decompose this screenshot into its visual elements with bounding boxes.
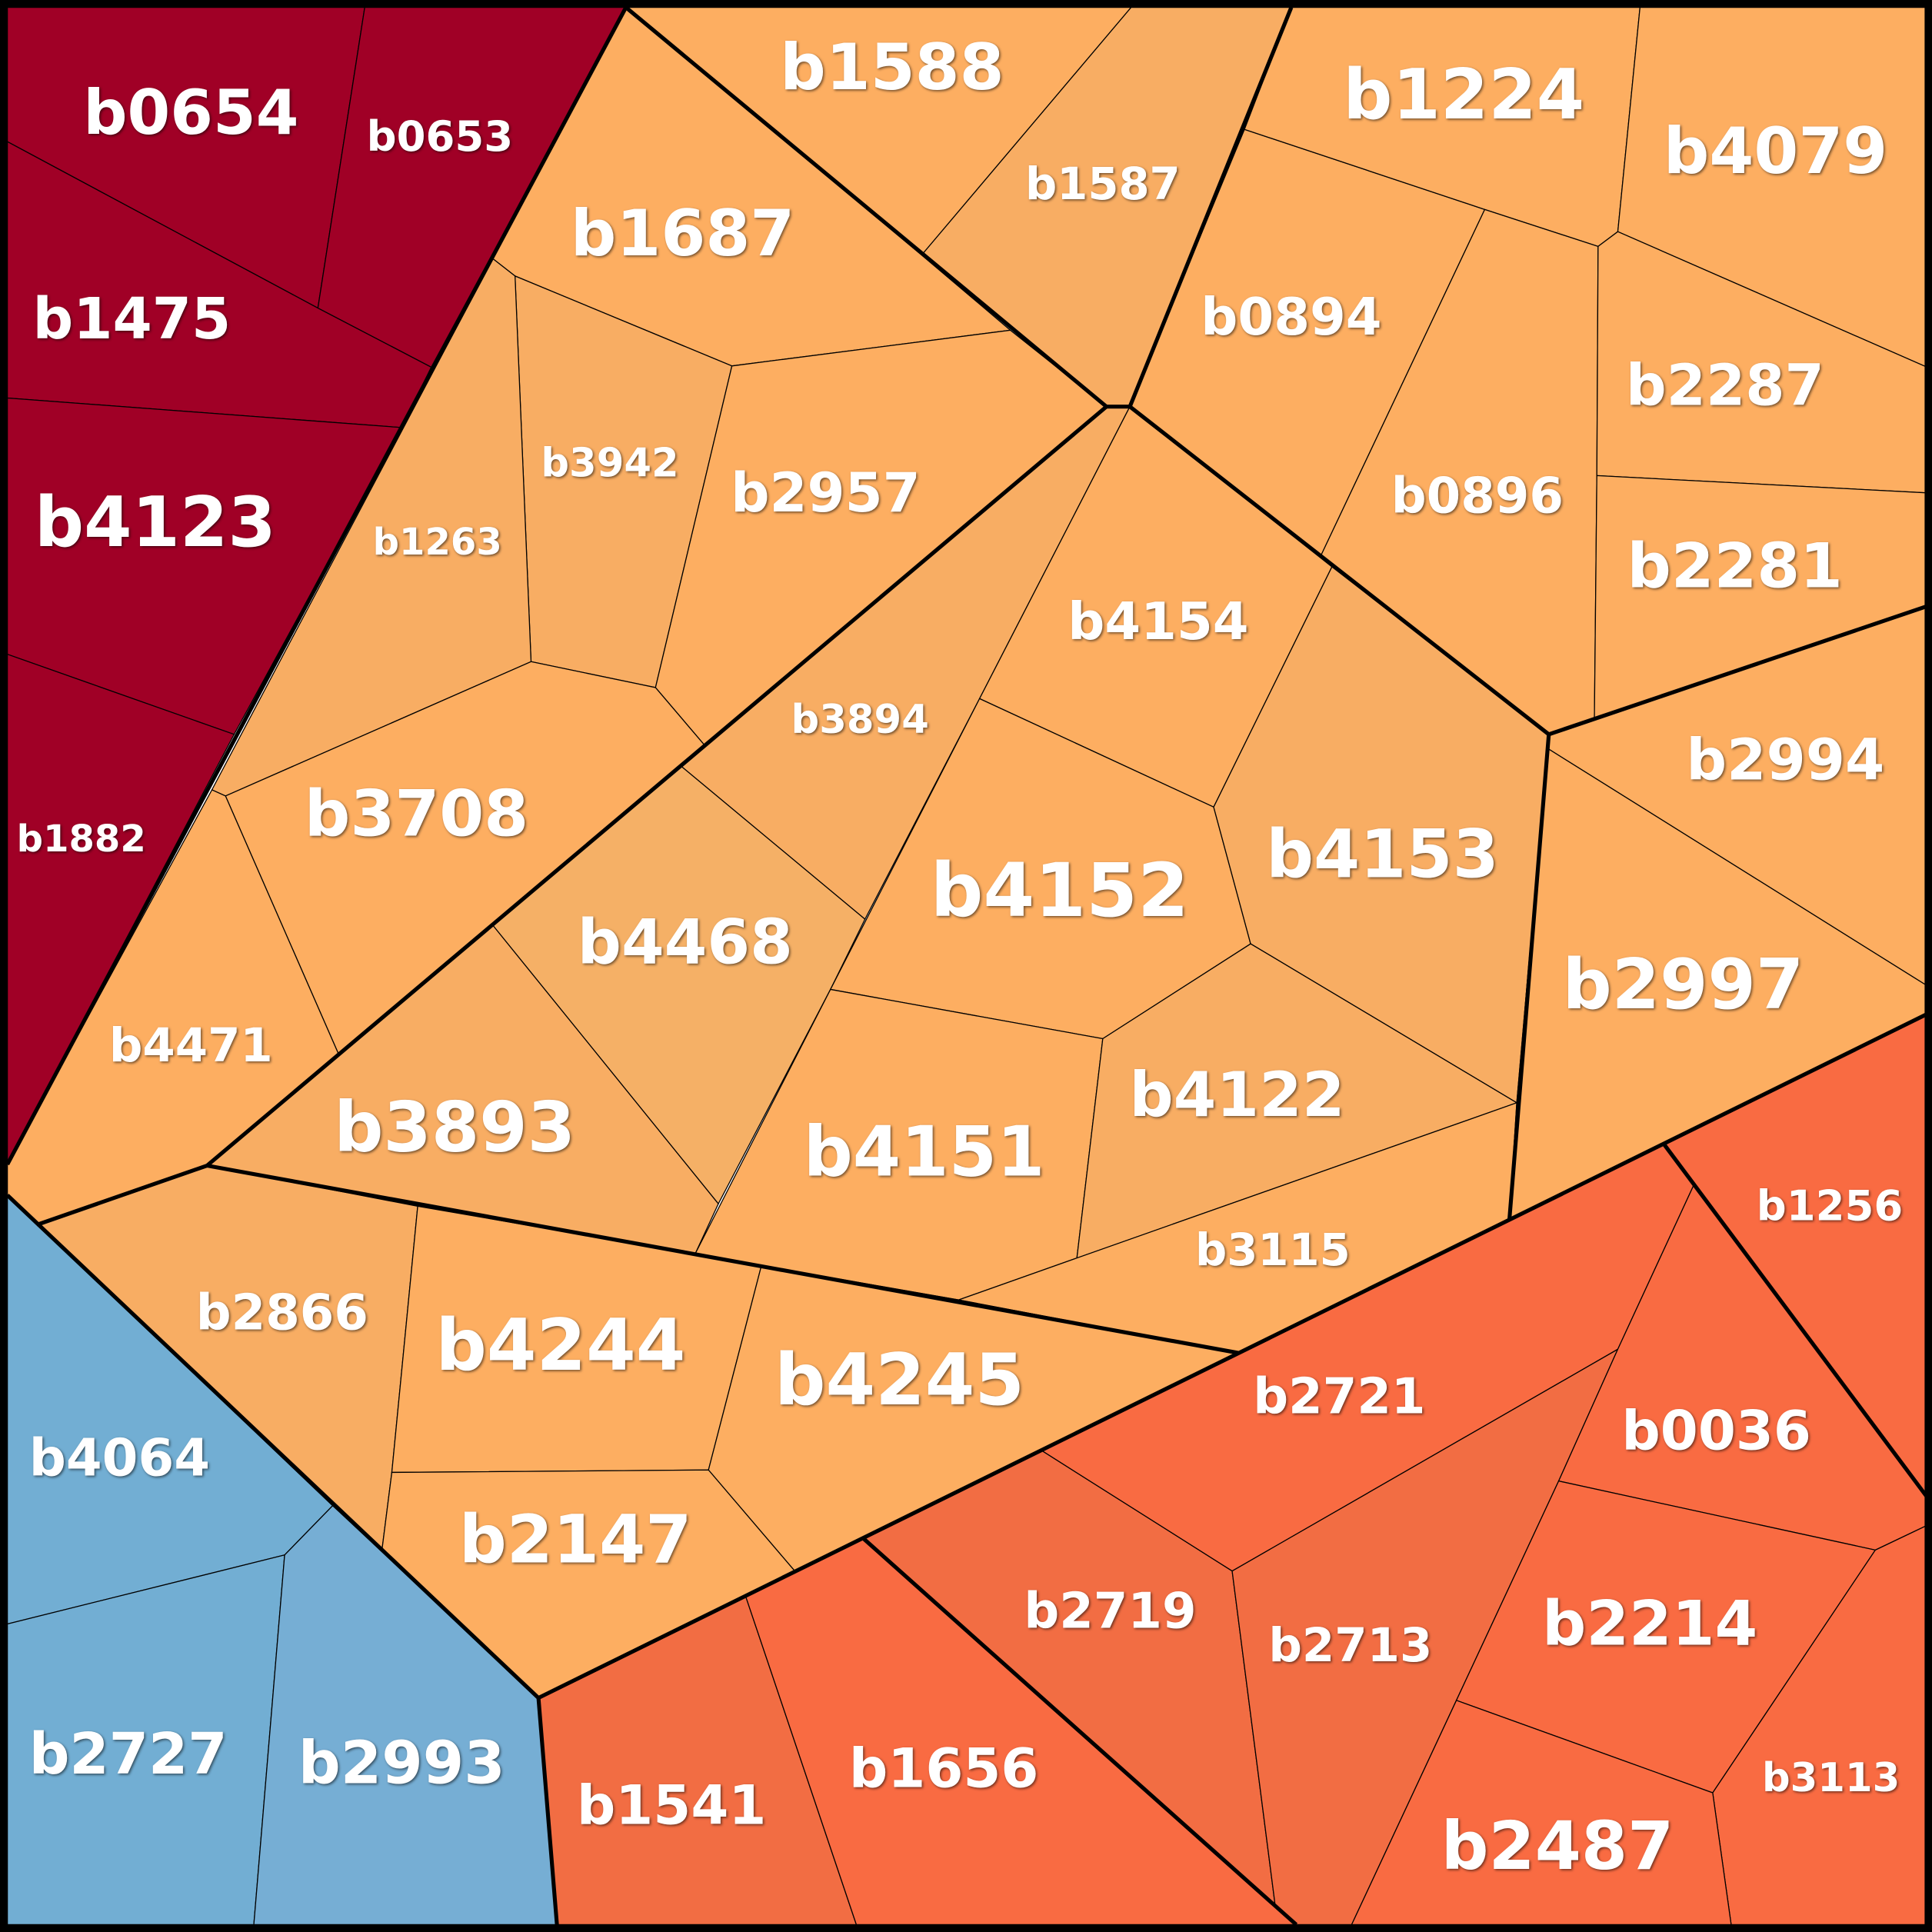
- cell-label: b3113: [1762, 1755, 1900, 1801]
- cell-label: b1687: [571, 196, 794, 271]
- cell-label: b3893: [334, 1088, 575, 1168]
- cell-label: b2997: [1562, 945, 1804, 1025]
- cell-label: b1224: [1343, 55, 1584, 135]
- cell-label: b0654: [83, 77, 298, 148]
- cell-label: b2719: [1024, 1583, 1196, 1640]
- cell-label: b1541: [577, 1774, 767, 1837]
- cell-label: b3942: [541, 441, 678, 487]
- cell-label: b1256: [1757, 1181, 1904, 1231]
- cell-label: b4151: [804, 1113, 1045, 1193]
- cell-label: b2147: [459, 1501, 692, 1578]
- cell-label: b1587: [1025, 158, 1181, 210]
- cell-label: b3894: [791, 697, 929, 743]
- cell-label: b4079: [1664, 114, 1887, 188]
- cell-label: b4064: [29, 1428, 210, 1488]
- cell-label: b0036: [1621, 1399, 1811, 1462]
- cell-label: b4154: [1068, 591, 1248, 651]
- cell-label: b4123: [35, 483, 276, 563]
- border: [206, 1164, 1239, 1355]
- cell-label: b1882: [17, 818, 146, 861]
- cell-label: b1263: [373, 521, 502, 564]
- cell-label: b0894: [1201, 287, 1381, 347]
- cells: [6, 6, 1928, 1926]
- cell-label: b2214: [1542, 1587, 1757, 1659]
- cell-label: b3708: [305, 777, 528, 851]
- cell-label: b1656: [849, 1737, 1039, 1800]
- border: [861, 1536, 1298, 1927]
- cell-label: b4471: [109, 1018, 273, 1073]
- border: [5, 6, 628, 1166]
- cell-label: b2866: [196, 1285, 368, 1342]
- border: [537, 1012, 1928, 1700]
- cell-label: b1588: [780, 30, 1004, 105]
- cell-label: b2993: [298, 1729, 505, 1797]
- cell-label: b4468: [578, 906, 793, 978]
- cell-label: b2713: [1268, 1618, 1432, 1673]
- cell-label: b1475: [32, 287, 231, 352]
- cell-label: b2957: [731, 461, 921, 525]
- cell-label: b2287: [1626, 353, 1824, 418]
- group-borders: [5, 5, 1929, 1927]
- cell-label: b0896: [1391, 468, 1564, 525]
- cell-label: b4122: [1129, 1059, 1344, 1131]
- cell-label: b2994: [1686, 728, 1884, 793]
- cell-label: b4245: [774, 1338, 1024, 1421]
- border: [1661, 1142, 1929, 1499]
- cell-label: b4152: [931, 848, 1189, 934]
- cell-label: b3115: [1195, 1224, 1351, 1276]
- cell-label: b0653: [367, 112, 514, 161]
- cell-label: b2727: [29, 1722, 228, 1787]
- cell-label: b4244: [435, 1304, 685, 1387]
- cell-label: b2487: [1441, 1808, 1674, 1885]
- cell-label: b2281: [1627, 531, 1843, 602]
- labels: b0654 b0653 b1475 b4123 b1882 b4064 b2727 b2993…: [17, 30, 1904, 1885]
- cell-label: b4153: [1266, 817, 1499, 894]
- border: [625, 5, 1294, 409]
- border: [1507, 734, 1551, 1221]
- cell-label: b2721: [1253, 1368, 1425, 1425]
